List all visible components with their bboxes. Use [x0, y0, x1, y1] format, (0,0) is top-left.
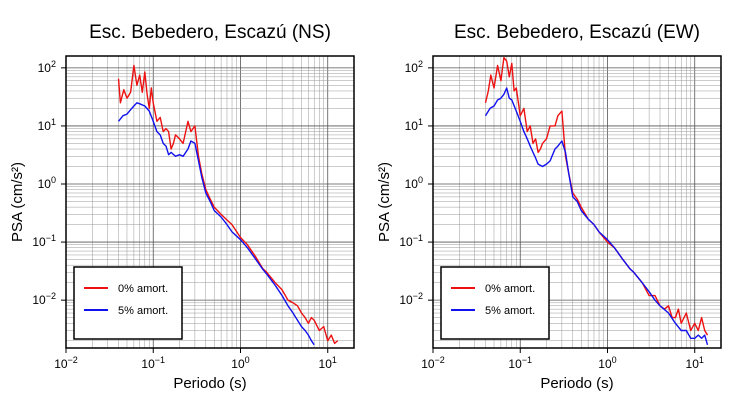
legend-box	[440, 266, 550, 340]
legend-label: 5% amort.	[118, 305, 168, 317]
x-tick-label: 101	[319, 355, 337, 371]
y-tick-label: 10−1	[399, 233, 423, 249]
series-line-blue	[484, 87, 709, 345]
legend-label: 0% amort.	[485, 283, 535, 295]
y-tick-label: 10−2	[399, 291, 423, 307]
y-axis-label: PSA (cm/s²)	[376, 162, 393, 242]
chart-title: Esc. Bebedero, Escazú (NS)	[89, 22, 331, 43]
y-tick-label: 100	[405, 175, 423, 191]
x-tick-label: 101	[686, 355, 704, 371]
x-tick-label: 10−2	[421, 355, 445, 371]
y-tick-label: 102	[38, 59, 56, 75]
x-tick-label: 10−2	[54, 355, 78, 371]
series-line-blue	[117, 102, 315, 346]
y-tick-label: 101	[38, 117, 56, 133]
x-tick-label: 10−1	[508, 355, 532, 371]
x-tick-label: 10−1	[141, 355, 165, 371]
x-tick-label: 100	[231, 355, 249, 371]
chart-panel-2: 10−2 10−1 100 101 10−2 10−1 100 101 102 Esc. Bebe…	[376, 22, 722, 392]
x-tick-label: 100	[598, 355, 616, 371]
chart-title: Esc. Bebedero, Escazú (EW)	[454, 22, 700, 43]
y-tick-label: 101	[405, 117, 423, 133]
legend-label: 5% amort.	[485, 305, 535, 317]
x-axis-label: Periodo (s)	[540, 375, 613, 392]
series-line-red	[117, 64, 339, 345]
plot-frame	[432, 55, 722, 349]
x-axis-label: Periodo (s)	[173, 375, 246, 392]
chart-panel-1: 10−2 10−1 100 101 10−2 10−1 100 101 102 Esc. Bebe…	[9, 22, 355, 392]
legend-box	[73, 266, 183, 340]
y-tick-label: 102	[405, 59, 423, 75]
y-tick-label: 10−2	[32, 291, 56, 307]
y-tick-label: 10−1	[32, 233, 56, 249]
y-tick-label: 100	[38, 175, 56, 191]
y-axis-label: PSA (cm/s²)	[9, 162, 26, 242]
legend-label: 0% amort.	[118, 283, 168, 295]
plot-frame	[65, 55, 355, 349]
